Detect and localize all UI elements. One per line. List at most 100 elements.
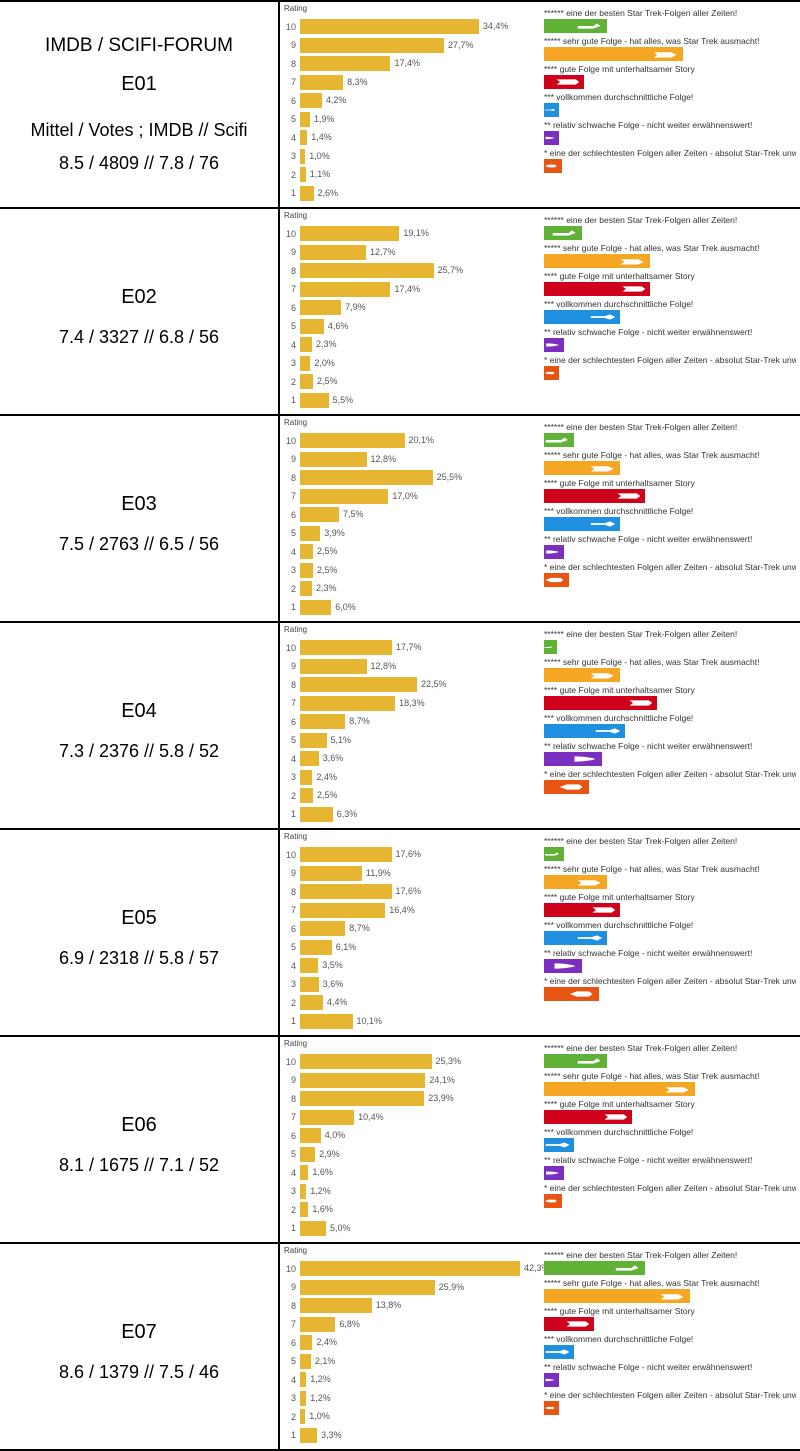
ship-icon: [553, 77, 581, 87]
bar-fill: [300, 337, 312, 352]
bar-fill: [300, 1221, 326, 1236]
category-bar: [544, 1138, 574, 1152]
bar-rating-number: 8: [282, 473, 296, 483]
bar-value-label: 23,9%: [428, 1093, 454, 1103]
bar-row: 42,3%: [282, 336, 534, 353]
bar-value-label: 6,1%: [336, 942, 357, 952]
episode-label: E02: [121, 286, 157, 309]
bar-value-label: 1,1%: [310, 169, 331, 179]
category-item: ** relativ schwache Folge - nicht weiter…: [544, 1155, 796, 1180]
category-item: **** gute Folge mit unterhaltsamer Story: [544, 1099, 796, 1124]
bar-fill: [300, 866, 362, 881]
category-label: **** gute Folge mit unterhaltsamer Story: [544, 64, 796, 74]
bar-row: 912,8%: [282, 451, 534, 468]
bar-fill: [300, 374, 313, 389]
bar-value-label: 20,1%: [409, 435, 435, 445]
bar-row: 21,1%: [282, 166, 534, 183]
category-bar: [544, 1054, 607, 1068]
bar-rating-number: 5: [282, 1149, 296, 1159]
category-label: ***** sehr gute Folge - hat alles, was S…: [544, 243, 796, 253]
bar-fill: [300, 733, 327, 748]
category-label: ** relativ schwache Folge - nicht weiter…: [544, 741, 796, 751]
bar-value-label: 4,0%: [325, 1130, 346, 1140]
ship-icon: [544, 575, 566, 585]
category-label: ****** eine der besten Star Trek-Folgen …: [544, 422, 796, 432]
bar-rating-number: 10: [282, 1264, 296, 1274]
category-bar: [544, 226, 582, 240]
bar-value-label: 8,3%: [347, 77, 368, 87]
category-bar: [544, 517, 620, 531]
bar-row: 67,9%: [282, 299, 534, 316]
bar-rating-number: 3: [282, 1186, 296, 1196]
ship-icon: [576, 877, 604, 887]
ship-icon: [571, 754, 599, 764]
category-label: ** relativ schwache Folge - nicht weiter…: [544, 120, 796, 130]
category-bar: [544, 1166, 564, 1180]
category-label: ****** eine der besten Star Trek-Folgen …: [544, 1043, 796, 1053]
category-bar: [544, 19, 607, 33]
bar-rating-number: 6: [282, 717, 296, 727]
bar-row: 12,6%: [282, 185, 534, 202]
bar-row: 15,5%: [282, 392, 534, 409]
bar-rating-number: 4: [282, 340, 296, 350]
bar-rating-number: 4: [282, 1168, 296, 1178]
bar-fill: [300, 1354, 311, 1369]
category-bar: [544, 1373, 559, 1387]
chart-axis-label: Rating: [284, 211, 307, 220]
bar-rating-number: 7: [282, 77, 296, 87]
bar-fill: [300, 677, 417, 692]
chart-axis-label: Rating: [284, 4, 307, 13]
category-item: ****** eine der besten Star Trek-Folgen …: [544, 836, 796, 861]
bar-fill: [300, 1054, 432, 1069]
bar-row: 22,5%: [282, 373, 534, 390]
ship-icon: [619, 256, 647, 266]
bar-value-label: 4,4%: [327, 997, 348, 1007]
category-item: ***** sehr gute Folge - hat alles, was S…: [544, 36, 796, 61]
bar-row: 52,1%: [282, 1353, 534, 1370]
bar-fill: [300, 563, 313, 578]
bar-fill: [300, 112, 310, 127]
rating-bar-chart: Rating1017,7%912,8%822,5%718,3%68,7%55,1…: [280, 623, 538, 828]
bar-fill: [300, 884, 392, 899]
episode-stats: 7.3 / 2376 // 5.8 / 52: [59, 741, 219, 762]
category-label: *** vollkommen durchschnittliche Folge!: [544, 1127, 796, 1137]
bar-rating-number: 5: [282, 942, 296, 952]
bar-value-label: 12,8%: [371, 454, 397, 464]
bar-row: 68,7%: [282, 713, 534, 730]
category-item: * eine der schlechtesten Folgen aller Ze…: [544, 355, 796, 380]
ship-icon: [558, 782, 586, 792]
bar-row: 5 6,1%: [282, 939, 534, 956]
category-label: *** vollkommen durchschnittliche Folge!: [544, 1334, 796, 1344]
category-item: **** gute Folge mit unterhaltsamer Story: [544, 892, 796, 917]
bar-value-label: 12,8%: [371, 661, 397, 671]
bar-value-label: 2,0%: [314, 358, 335, 368]
bar-row: 32,0%: [282, 355, 534, 372]
category-item: *** vollkommen durchschnittliche Folge!: [544, 713, 796, 738]
bar-row: 51,9%: [282, 111, 534, 128]
bar-row: 16,3%: [282, 806, 534, 823]
bar-fill: [300, 847, 392, 862]
category-label: ****** eine der besten Star Trek-Folgen …: [544, 215, 796, 225]
category-bar: [544, 696, 657, 710]
episode-stats: 8.6 / 1379 // 7.5 / 46: [59, 1362, 219, 1383]
bar-row: 110,1%: [282, 1013, 534, 1030]
bar-fill: [300, 1110, 354, 1125]
bar-rating-number: 2: [282, 998, 296, 1008]
bar-rating-number: 1: [282, 188, 296, 198]
bar-fill: [300, 356, 310, 371]
bar-value-label: 2,4%: [316, 1337, 337, 1347]
bar-fill: [300, 1128, 321, 1143]
bar-fill: [300, 544, 313, 559]
bar-rating-number: 6: [282, 510, 296, 520]
episode-label: E05: [121, 907, 157, 930]
bar-row: 31,2%: [282, 1183, 534, 1200]
bar-fill: [300, 452, 367, 467]
category-label: ***** sehr gute Folge - hat alles, was S…: [544, 450, 796, 460]
ship-icon: [601, 1112, 629, 1122]
category-bar: [544, 668, 620, 682]
ship-icon: [544, 161, 559, 171]
category-bar: [544, 752, 602, 766]
category-bar: [544, 903, 620, 917]
category-label: ***** sehr gute Folge - hat alles, was S…: [544, 657, 796, 667]
bar-rating-number: 2: [282, 1205, 296, 1215]
